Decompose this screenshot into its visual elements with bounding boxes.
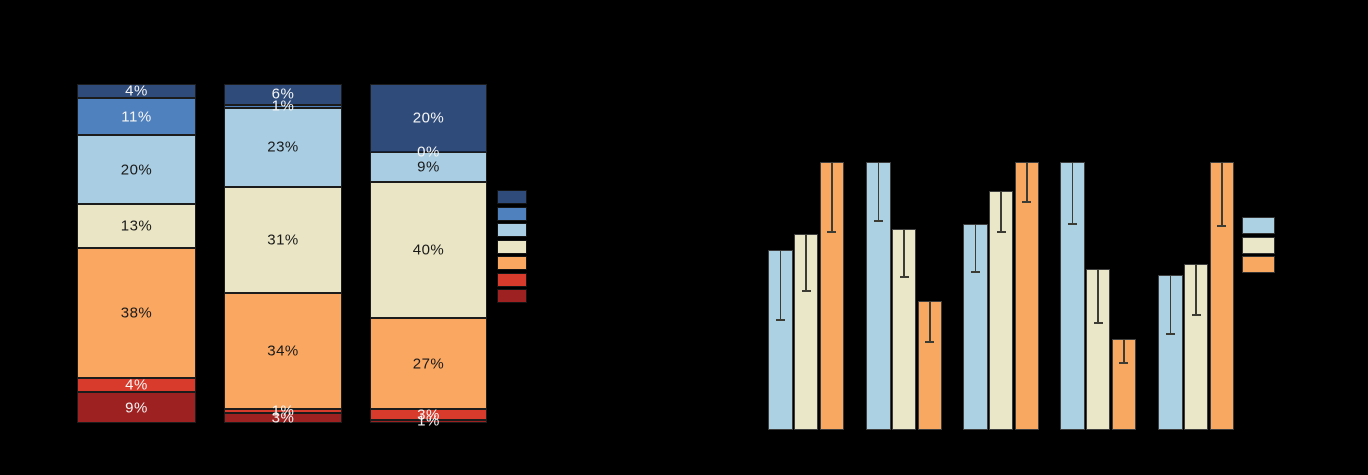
series-orange-bar	[1014, 162, 1040, 430]
error-bar-cap	[1191, 313, 1201, 316]
segment-value-label: 3%	[417, 406, 440, 424]
segment-dark-navy	[77, 84, 196, 98]
segment-dark-navy	[224, 84, 342, 105]
segment-value-label: 1%	[417, 412, 440, 430]
segment-cream	[77, 203, 196, 249]
segment-value-label: 23%	[267, 138, 299, 156]
segment-red	[224, 409, 342, 413]
segment-value-label: 27%	[412, 355, 445, 373]
error-bar-line	[1195, 263, 1197, 315]
error-bar-line	[1071, 162, 1074, 224]
legend-swatch-series-orange	[1242, 256, 1275, 274]
error-bar-line	[1000, 191, 1002, 232]
segment-red	[370, 409, 487, 420]
segment-value-label: 1%	[271, 402, 295, 420]
segment-value-label: 3%	[271, 409, 295, 427]
segment-dark-red	[77, 392, 196, 423]
segment-dark-navy	[370, 84, 487, 152]
segment-cream	[224, 186, 342, 293]
legend-swatch-segment-red	[497, 272, 527, 287]
segment-value-label: 6%	[271, 85, 295, 103]
legend-swatch-segment-medium-blue	[497, 206, 527, 221]
segment-value-label: 4%	[125, 82, 148, 100]
error-bar-cap	[970, 270, 980, 273]
error-bar-cap	[775, 319, 785, 322]
error-bar-line	[779, 250, 782, 321]
error-bar-cap	[1067, 222, 1077, 225]
error-bar-cap	[873, 219, 883, 222]
segment-value-label: 38%	[120, 304, 153, 322]
segment-value-label: 1%	[271, 97, 295, 115]
legend-swatch-segment-orange	[497, 256, 527, 270]
segment-light-blue	[370, 151, 487, 183]
segment-medium-blue	[77, 97, 196, 136]
legend-swatch-segment-cream	[497, 239, 527, 254]
series-cream-bar	[1085, 269, 1111, 430]
segment-orange	[224, 292, 342, 410]
segment-value-label: 9%	[417, 158, 440, 176]
legend-swatch-segment-dark-red	[497, 289, 527, 303]
segment-value-label: 11%	[121, 108, 152, 126]
error-bar-cap	[996, 230, 1006, 233]
error-bar-cap	[925, 340, 935, 343]
error-bar-cap	[1119, 362, 1129, 364]
segment-value-label: 0%	[417, 143, 440, 161]
segment-value-label: 9%	[125, 399, 148, 417]
segment-value-label: 20%	[120, 161, 153, 179]
series-orange-bar	[917, 301, 943, 430]
segment-dark-red	[224, 412, 342, 423]
error-bar-line	[831, 162, 833, 232]
segment-cream	[370, 182, 487, 318]
segment-red	[77, 378, 196, 393]
segment-value-label: 40%	[412, 241, 445, 259]
segment-value-label: 31%	[267, 231, 299, 249]
segment-value-label: 4%	[125, 376, 148, 394]
error-bar-cap	[899, 276, 909, 279]
error-bar-line	[903, 229, 905, 278]
error-bar-cap	[1022, 201, 1032, 204]
error-bar-line	[1097, 269, 1099, 323]
legend-swatch-segment-light-blue	[497, 223, 527, 237]
segment-value-label: 34%	[267, 342, 299, 360]
segment-dark-red	[370, 419, 487, 423]
error-bar-cap	[1093, 321, 1103, 324]
segment-light-blue	[77, 135, 196, 204]
segment-orange	[77, 248, 196, 379]
error-bar-cap	[1217, 225, 1227, 228]
error-bar-line	[1026, 162, 1028, 203]
segment-orange	[370, 317, 487, 410]
segment-value-label: 13%	[120, 217, 153, 235]
segment-value-label: 20%	[412, 109, 445, 127]
error-bar-line	[1169, 274, 1172, 334]
series-light-blue-bar	[1060, 162, 1085, 430]
error-bar-cap	[827, 230, 837, 233]
error-bar-line	[974, 223, 977, 272]
error-bar-line	[1221, 162, 1223, 227]
error-bar-line	[1123, 338, 1125, 363]
error-bar-cap	[1165, 332, 1175, 335]
legend-swatch-segment-dark-navy	[497, 190, 527, 204]
error-bar-line	[805, 234, 807, 291]
legend-swatch-series-cream	[1242, 236, 1275, 254]
error-bar-line	[929, 301, 931, 342]
error-bar-cap	[801, 289, 811, 292]
error-bar-line	[877, 162, 880, 221]
legend-swatch-series-light-blue	[1242, 217, 1275, 234]
segment-medium-blue	[224, 104, 342, 108]
segment-light-blue	[224, 107, 342, 187]
